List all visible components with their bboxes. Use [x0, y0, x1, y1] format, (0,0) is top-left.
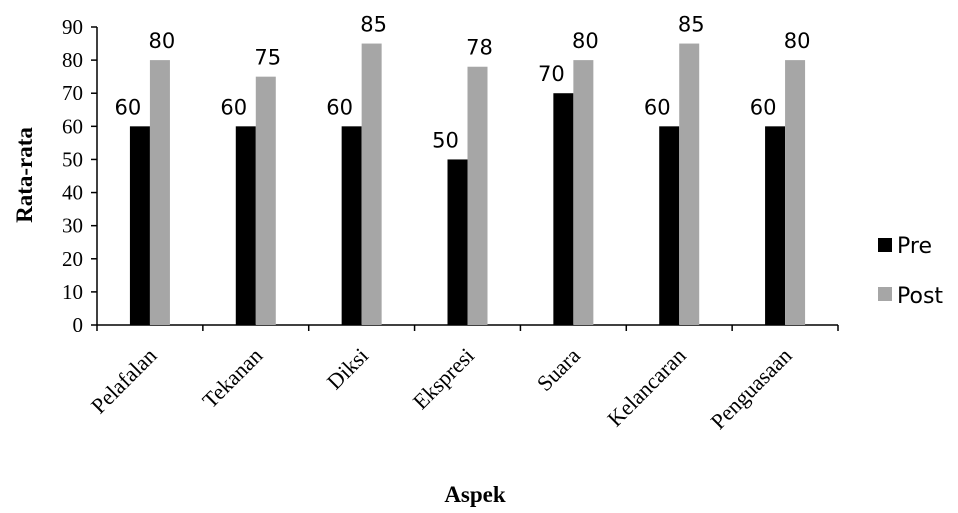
data-label-pre-suara: 70: [538, 62, 565, 86]
bar-pre-tekanan: [235, 126, 256, 325]
y-tick-labels: 0 10 20 30 40 50 60 70 80 90: [62, 15, 97, 337]
legend: Pre Post: [878, 234, 943, 309]
legend-label-post: Post: [897, 284, 943, 309]
category-labels: Pelafalan Tekanan Diksi Ekspresi Suara Kelanc…: [86, 343, 797, 434]
category-label-kelancaran: Kelancaran: [602, 343, 690, 431]
y-tick-label: 0: [73, 313, 84, 337]
category-label-tekanan: Tekanan: [197, 343, 267, 413]
x-axis-title: Aspek: [444, 482, 506, 507]
category-label-diksi: Diksi: [322, 343, 373, 394]
data-label-pre-kelancaran: 60: [644, 95, 671, 119]
y-tick-label: 40: [62, 181, 83, 205]
data-label-pre-tekanan: 60: [220, 95, 247, 119]
data-label-post-diksi: 85: [360, 13, 387, 37]
bar-post-diksi: [361, 43, 382, 326]
data-label-post-penguasaan: 80: [784, 29, 811, 53]
bar-pre-diksi: [341, 126, 362, 325]
data-label-post-tekanan: 75: [254, 46, 281, 70]
category-label-penguasaan: Penguasaan: [705, 343, 796, 434]
bar-pre-suara: [553, 93, 574, 325]
bar-post-kelancaran: [679, 43, 700, 326]
legend-swatch-post: [878, 287, 892, 301]
data-labels: 60 80 60 75 60 85 50 78 70 80 60 85 60 80: [115, 13, 811, 153]
data-label-pre-penguasaan: 60: [750, 95, 777, 119]
legend-swatch-pre: [878, 238, 892, 252]
y-tick-label: 50: [62, 147, 83, 171]
bar-pre-penguasaan: [765, 126, 786, 325]
bar-post-penguasaan: [785, 60, 806, 325]
bar-post-pelafalan: [149, 60, 170, 325]
y-tick-label: 90: [62, 15, 83, 39]
category-label-ekspresi: Ekspresi: [408, 343, 479, 414]
y-tick-label: 10: [62, 280, 83, 304]
bar-pre-ekspresi: [447, 159, 468, 325]
bar-post-tekanan: [255, 76, 276, 326]
data-label-pre-ekspresi: 50: [432, 128, 459, 152]
data-label-pre-pelafalan: 60: [115, 95, 142, 119]
y-tick-label: 70: [62, 81, 83, 105]
bar-post-ekspresi: [467, 66, 488, 325]
bar-pre-pelafalan: [129, 126, 150, 325]
data-label-pre-diksi: 60: [326, 95, 353, 119]
bars: [129, 43, 806, 326]
y-tick-label: 60: [62, 114, 83, 138]
category-label-pelafalan: Pelafalan: [86, 343, 162, 419]
data-label-post-kelancaran: 85: [678, 13, 705, 37]
y-axis-title: Rata-rata: [12, 127, 37, 223]
legend-label-pre: Pre: [897, 234, 932, 259]
category-label-suara: Suara: [532, 343, 585, 396]
data-label-post-pelafalan: 80: [149, 29, 176, 53]
y-tick-label: 80: [62, 48, 83, 72]
y-tick-label: 30: [62, 214, 83, 238]
bar-pre-kelancaran: [659, 126, 680, 325]
bar-post-suara: [573, 60, 594, 325]
y-tick-label: 20: [62, 247, 83, 271]
data-label-post-ekspresi: 78: [466, 36, 493, 60]
data-label-post-suara: 80: [572, 29, 599, 53]
